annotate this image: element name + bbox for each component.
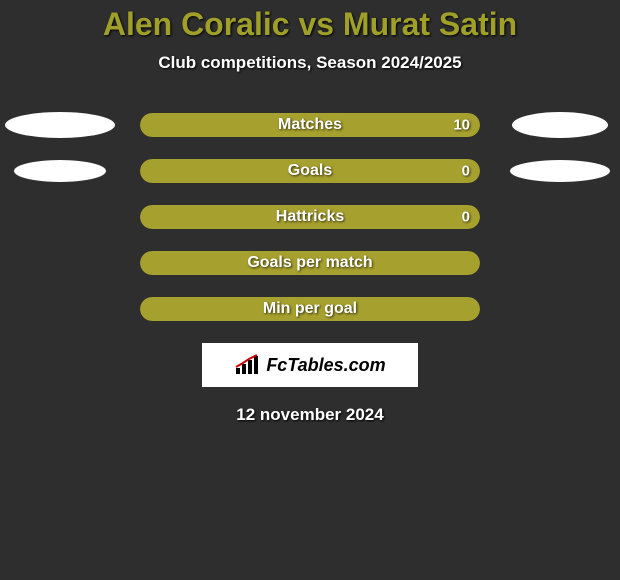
stat-bar: Matches 10 xyxy=(140,113,480,137)
player-right-ellipse xyxy=(512,112,608,138)
stat-row: Min per goal xyxy=(0,297,620,321)
stat-label: Goals per match xyxy=(247,254,372,272)
subtitle: Club competitions, Season 2024/2025 xyxy=(0,53,620,73)
stat-bar: Min per goal xyxy=(140,297,480,321)
left-ellipse-slot xyxy=(0,160,120,182)
brand-logo-text: FcTables.com xyxy=(266,355,385,376)
bar-chart-icon xyxy=(234,354,260,376)
stat-value: 0 xyxy=(462,163,470,180)
stat-row: Matches 10 xyxy=(0,113,620,137)
stat-label: Goals xyxy=(288,162,332,180)
stat-value: 10 xyxy=(453,117,470,134)
player-left-ellipse xyxy=(5,112,115,138)
stat-label: Min per goal xyxy=(263,300,357,318)
stat-bar: Hattricks 0 xyxy=(140,205,480,229)
page-title: Alen Coralic vs Murat Satin xyxy=(0,6,620,43)
brand-logo-box: FcTables.com xyxy=(202,343,418,387)
player-right-ellipse xyxy=(510,160,610,182)
stat-label: Hattricks xyxy=(276,208,344,226)
right-ellipse-slot xyxy=(500,112,620,138)
right-ellipse-slot xyxy=(500,160,620,182)
stat-value: 0 xyxy=(462,209,470,226)
comparison-infographic: Alen Coralic vs Murat Satin Club competi… xyxy=(0,0,620,425)
stat-bar: Goals 0 xyxy=(140,159,480,183)
stat-row: Hattricks 0 xyxy=(0,205,620,229)
player-left-ellipse xyxy=(14,160,106,182)
stat-row: Goals 0 xyxy=(0,159,620,183)
left-ellipse-slot xyxy=(0,112,120,138)
stat-rows: Matches 10 Goals 0 Hattricks 0 Goals per match… xyxy=(0,113,620,321)
stat-bar: Goals per match xyxy=(140,251,480,275)
date-text: 12 november 2024 xyxy=(0,405,620,425)
stat-row: Goals per match xyxy=(0,251,620,275)
stat-label: Matches xyxy=(278,116,342,134)
